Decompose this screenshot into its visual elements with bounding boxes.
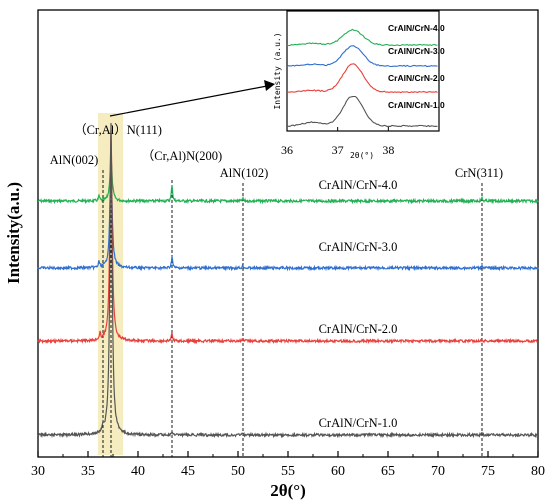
inset-curve bbox=[286, 28, 438, 47]
series-line bbox=[37, 129, 539, 345]
inset-tick-label: 38 bbox=[382, 143, 394, 157]
inset-x-ticks: 36 37 38 bbox=[281, 127, 394, 157]
series-lines bbox=[37, 122, 539, 439]
series-line bbox=[37, 159, 539, 272]
reference-lines bbox=[102, 140, 483, 457]
x-tick-label: 50 bbox=[231, 464, 245, 479]
series-line bbox=[37, 122, 539, 439]
inset-frame bbox=[286, 10, 440, 132]
peak-label: AlN(102) bbox=[220, 166, 269, 180]
x-tick-label: 75 bbox=[481, 464, 495, 479]
inset-legend-label: CrAlN/CrN-1.0 bbox=[388, 100, 445, 110]
inset-legend-label: CrAlN/CrN-4.0 bbox=[388, 23, 445, 33]
series-label: CrAlN/CrN-1.0 bbox=[319, 416, 398, 430]
x-tick-label: 45 bbox=[181, 464, 195, 479]
inset-y-axis-title: Intensity (a.u.) bbox=[273, 32, 282, 109]
x-tick-label: 80 bbox=[531, 464, 545, 479]
peak-labels: AlN(002) （Cr,Al）N(111) （Cr,Al)N(200) AlN(10… bbox=[50, 123, 503, 180]
peak-label: CrN(311) bbox=[455, 166, 503, 180]
series-label: CrAlN/CrN-4.0 bbox=[319, 178, 398, 192]
zoom-arrow-head bbox=[264, 80, 275, 91]
series-label: CrAlN/CrN-2.0 bbox=[319, 322, 398, 336]
inset-x-axis-title: 2θ(°) bbox=[350, 151, 374, 160]
peak-label: （Cr,Al)N(200) bbox=[142, 149, 222, 163]
inset-tick-label: 36 bbox=[281, 143, 293, 157]
inset-curve bbox=[286, 95, 438, 128]
x-tick-label: 70 bbox=[431, 464, 445, 479]
inset-legend-label: CrAlN/CrN-3.0 bbox=[388, 46, 445, 56]
x-tick-label: 40 bbox=[131, 464, 145, 479]
inset-chart: CrAlN/CrN-4.0 CrAlN/CrN-3.0 CrAlN/CrN-2.0 C… bbox=[273, 10, 445, 160]
x-tick-label: 65 bbox=[381, 464, 395, 479]
x-tick-label: 35 bbox=[81, 464, 95, 479]
inset-curves bbox=[286, 28, 438, 128]
zoom-arrow bbox=[109, 85, 268, 117]
peak-label: AlN(002) bbox=[50, 153, 99, 167]
inset-legend-label: CrAlN/CrN-2.0 bbox=[388, 73, 445, 83]
series-label: CrAlN/CrN-3.0 bbox=[319, 240, 398, 254]
x-tick-label: 60 bbox=[331, 464, 345, 479]
x-axis-title: 2θ(°) bbox=[270, 481, 306, 500]
inset-curve bbox=[286, 45, 438, 68]
series-labels: CrAlN/CrN-4.0 CrAlN/CrN-3.0 CrAlN/CrN-2.0 C… bbox=[319, 178, 398, 430]
inset-tick-label: 37 bbox=[332, 143, 344, 157]
inset-curve bbox=[286, 63, 438, 94]
peak-label: （Cr,Al）N(111) bbox=[74, 123, 162, 137]
series-line bbox=[37, 156, 539, 205]
y-axis-title: Intensity(a.u.) bbox=[4, 182, 23, 284]
inset-legend: CrAlN/CrN-4.0 CrAlN/CrN-3.0 CrAlN/CrN-2.0 C… bbox=[388, 23, 445, 110]
x-tick-label: 55 bbox=[281, 464, 295, 479]
x-tick-label: 30 bbox=[31, 464, 45, 479]
x-axis-ticks: 30 35 40 45 50 55 60 65 70 75 80 bbox=[31, 451, 545, 479]
